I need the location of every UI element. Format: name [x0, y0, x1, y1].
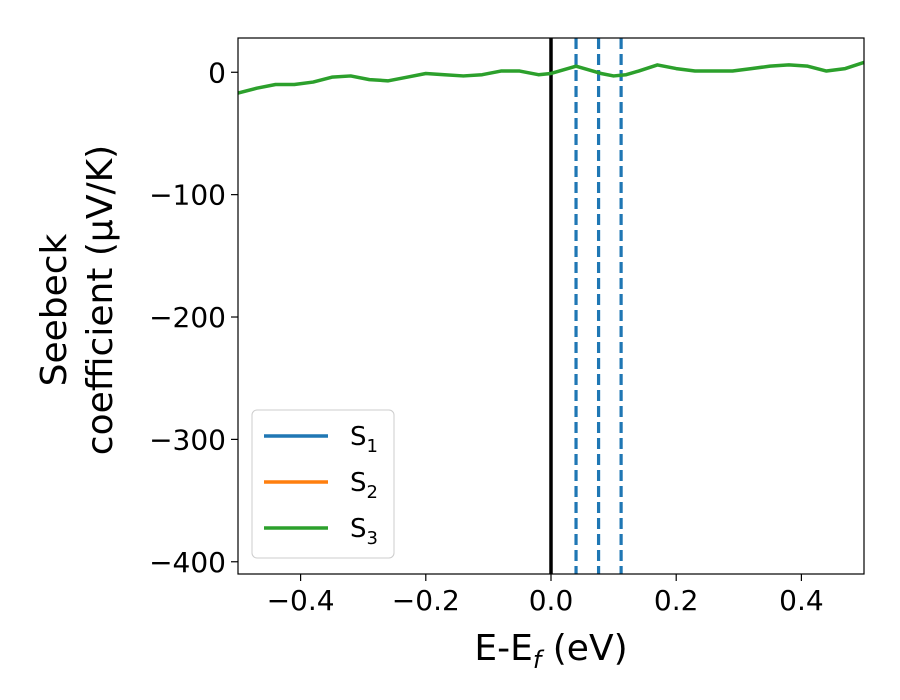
x-tick-label: −0.2 — [392, 584, 460, 617]
series-line-0 — [238, 60, 864, 95]
x-tick-label: 0.4 — [779, 584, 824, 617]
y-tick-label: −400 — [149, 546, 226, 579]
plot-area — [238, 38, 864, 574]
legend: S1 S2 S3 — [251, 409, 395, 559]
y-axis-label-line1: Seebeck — [34, 233, 75, 386]
legend-box — [251, 409, 395, 559]
x-axis-ticks: −0.4 −0.2 0.0 0.2 0.4 — [267, 574, 824, 617]
y-tick-label: −300 — [149, 423, 226, 456]
y-tick-label: −200 — [149, 301, 226, 334]
legend-label-1: S1 — [350, 422, 378, 457]
y-tick-label: 0 — [208, 56, 226, 89]
x-axis-label-unit: (eV) — [541, 628, 627, 669]
x-axis-label: E-Ef (eV) — [474, 628, 627, 674]
y-axis-ticks: 0 −100 −200 −300 −400 — [149, 56, 238, 579]
x-tick-label: 0.2 — [654, 584, 699, 617]
x-tick-label: −0.4 — [267, 584, 335, 617]
y-axis-label-line2: coefficient (μV/K) — [80, 145, 121, 455]
legend-label-2: S2 — [350, 468, 378, 503]
legend-label-3: S3 — [350, 514, 378, 549]
x-tick-label: 0.0 — [529, 584, 574, 617]
y-tick-label: −100 — [149, 179, 226, 212]
x-axis-label-main: E-E — [474, 628, 532, 669]
